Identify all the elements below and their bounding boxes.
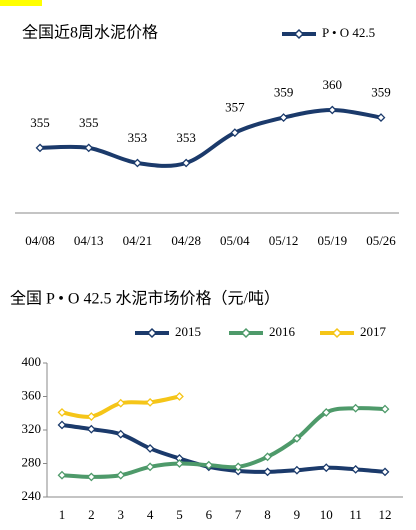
data-point bbox=[175, 459, 184, 468]
data-point bbox=[175, 392, 184, 401]
legend-label: 2017 bbox=[360, 324, 387, 339]
highlight bbox=[0, 0, 42, 6]
x-tick-label: 3 bbox=[117, 507, 124, 522]
data-point bbox=[263, 467, 272, 477]
legend-marker bbox=[293, 28, 305, 40]
x-tick-label: 05/04 bbox=[220, 233, 250, 248]
data-point bbox=[292, 433, 302, 443]
legend-label: 2016 bbox=[269, 324, 296, 339]
y-tick-label: 280 bbox=[22, 454, 42, 469]
data-point bbox=[57, 407, 67, 417]
x-tick-label: 04/13 bbox=[74, 233, 104, 248]
y-tick-label: 400 bbox=[22, 354, 42, 369]
data-point bbox=[145, 397, 155, 407]
data-point bbox=[321, 463, 331, 473]
data-point bbox=[57, 470, 67, 480]
data-point bbox=[233, 462, 243, 472]
data-point bbox=[181, 158, 191, 168]
x-tick-label: 05/19 bbox=[317, 233, 347, 248]
data-label: 355 bbox=[30, 115, 50, 130]
data-label: 359 bbox=[274, 85, 294, 100]
data-point bbox=[380, 467, 390, 477]
x-tick-label: 12 bbox=[379, 507, 392, 522]
data-point bbox=[327, 105, 337, 115]
data-label: 355 bbox=[79, 115, 99, 130]
data-point bbox=[204, 460, 214, 470]
data-label: 359 bbox=[371, 85, 391, 100]
x-tick-label: 04/21 bbox=[123, 233, 153, 248]
data-point bbox=[116, 470, 126, 480]
data-point bbox=[321, 407, 331, 417]
data-label: 360 bbox=[323, 77, 343, 92]
x-tick-label: 6 bbox=[206, 507, 213, 522]
x-tick-label: 05/26 bbox=[366, 233, 396, 248]
legend-marker bbox=[240, 327, 252, 339]
x-tick-label: 04/28 bbox=[171, 233, 201, 248]
data-point bbox=[133, 158, 142, 168]
data-label: 357 bbox=[225, 100, 245, 115]
data-point bbox=[86, 472, 96, 482]
data-point bbox=[57, 420, 67, 430]
x-tick-label: 05/12 bbox=[269, 233, 299, 248]
data-point bbox=[380, 404, 390, 414]
x-tick-label: 04/08 bbox=[25, 233, 55, 248]
data-point bbox=[292, 465, 302, 475]
x-tick-label: 4 bbox=[147, 507, 154, 522]
legend-label: 2015 bbox=[175, 324, 201, 339]
data-point bbox=[116, 398, 126, 408]
data-point bbox=[279, 113, 288, 122]
data-point bbox=[351, 464, 361, 474]
chart-title: 全国近8周水泥价格 bbox=[22, 24, 158, 42]
data-point bbox=[35, 143, 45, 153]
data-point bbox=[145, 462, 155, 472]
data-point bbox=[351, 403, 361, 413]
data-point bbox=[263, 452, 272, 462]
x-tick-label: 2 bbox=[88, 507, 95, 522]
legend-marker bbox=[331, 327, 343, 339]
data-point bbox=[86, 412, 96, 422]
data-point bbox=[230, 128, 240, 138]
x-tick-label: 11 bbox=[349, 507, 362, 522]
y-tick-label: 320 bbox=[22, 421, 42, 436]
data-label: 353 bbox=[128, 130, 148, 145]
y-tick-label: 360 bbox=[22, 387, 42, 402]
data-point bbox=[84, 143, 94, 153]
x-tick-label: 1 bbox=[59, 507, 66, 522]
data-point bbox=[376, 113, 386, 122]
x-tick-label: 7 bbox=[235, 507, 242, 522]
data-point bbox=[145, 444, 155, 453]
data-point bbox=[86, 424, 96, 434]
data-label: 353 bbox=[176, 130, 196, 145]
x-tick-label: 9 bbox=[294, 507, 301, 522]
chart-title: 全国 P • O 42.5 水泥市场价格（元/吨） bbox=[10, 290, 280, 308]
legend-marker bbox=[146, 327, 158, 339]
x-tick-label: 5 bbox=[176, 507, 183, 522]
y-tick-label: 240 bbox=[22, 488, 42, 503]
data-point bbox=[116, 429, 126, 439]
legend-label: P • O 42.5 bbox=[322, 25, 375, 40]
x-tick-label: 8 bbox=[264, 507, 271, 522]
x-tick-label: 10 bbox=[320, 507, 333, 522]
